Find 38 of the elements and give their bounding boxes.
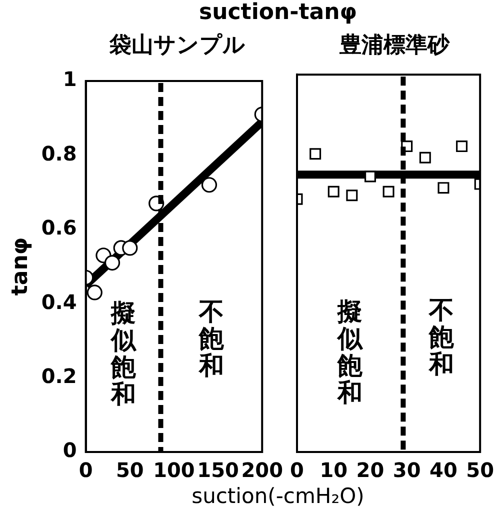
point bbox=[104, 254, 120, 271]
y-tick-label: 0.6 bbox=[41, 216, 77, 240]
annotation: 不飽和 bbox=[428, 295, 456, 378]
annotation: 不飽和 bbox=[198, 297, 225, 380]
y-tick-label: 0.4 bbox=[41, 290, 77, 314]
y-tick-label: 1 bbox=[62, 67, 77, 92]
point bbox=[438, 182, 450, 194]
chart-subtitle: 豊浦標準砂 bbox=[338, 32, 451, 60]
x-tick-label: 100 bbox=[153, 458, 195, 482]
point bbox=[328, 186, 340, 198]
x-tick-label: 20 bbox=[356, 458, 384, 482]
x-tick-label: 200 bbox=[241, 458, 283, 482]
x-tick-label: 30 bbox=[392, 458, 421, 482]
x-tick-label: 0 bbox=[290, 458, 304, 482]
x-tick-label: 0 bbox=[78, 458, 93, 482]
point bbox=[310, 148, 322, 160]
x-axis-title: suction(-cmH₂O) bbox=[190, 484, 366, 508]
point bbox=[382, 186, 394, 198]
x-tick-label: 150 bbox=[197, 458, 239, 482]
point bbox=[346, 190, 358, 202]
annotation: 擬似飽和 bbox=[110, 298, 137, 409]
point bbox=[419, 152, 431, 164]
y-axis-title: tanφ bbox=[8, 237, 33, 296]
x-tick-label: 50 bbox=[116, 458, 144, 482]
y-tick-label: 0 bbox=[62, 438, 77, 462]
annotation: 擬似飽和 bbox=[336, 296, 364, 407]
point bbox=[86, 284, 102, 300]
y-tick-label: 0.2 bbox=[41, 364, 77, 388]
point bbox=[201, 177, 218, 193]
x-tick-label: 10 bbox=[320, 458, 348, 482]
chart-title: suction-tanφ bbox=[198, 0, 358, 25]
x-tick-label: 50 bbox=[466, 458, 494, 482]
point bbox=[456, 140, 468, 152]
y-tick-label: 0.8 bbox=[41, 141, 77, 166]
chart-subtitle: 袋山サンプル bbox=[108, 32, 246, 60]
point bbox=[122, 240, 138, 256]
x-tick-label: 40 bbox=[430, 458, 458, 482]
point bbox=[364, 170, 376, 182]
